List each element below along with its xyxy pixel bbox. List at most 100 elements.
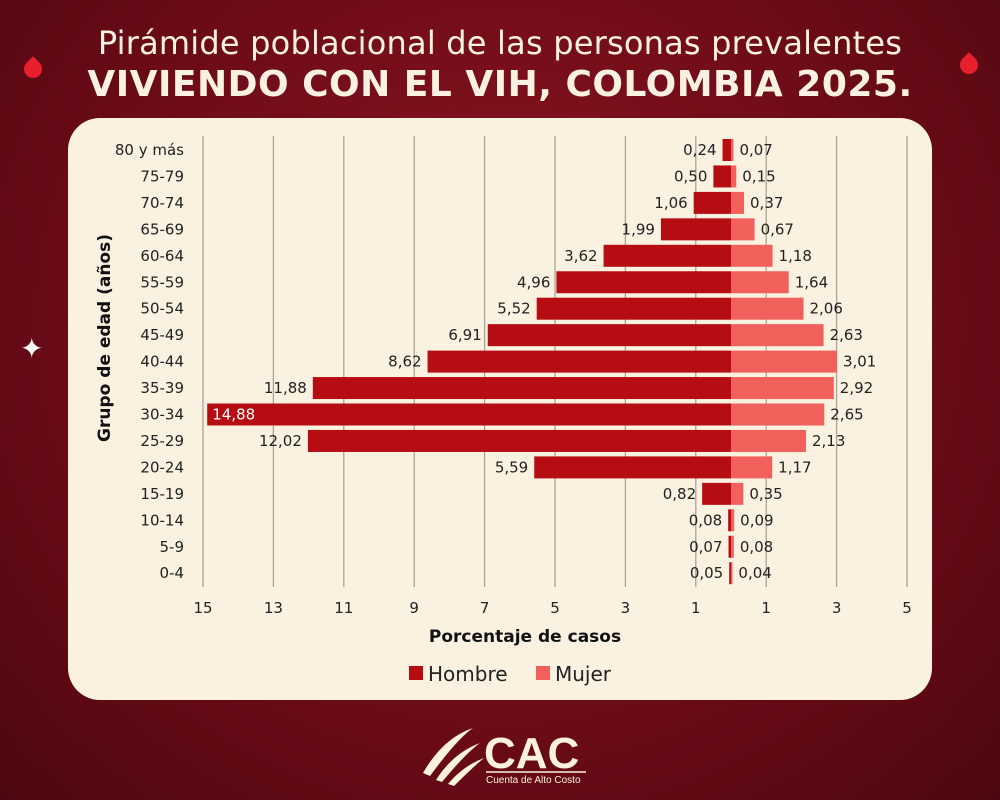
cac-logo: CAC Cuenta de Alto Costo bbox=[423, 728, 586, 786]
data-label: 5,52 bbox=[497, 300, 530, 318]
bar-hombre bbox=[722, 139, 731, 161]
x-tick-label: 5 bbox=[550, 599, 560, 617]
data-label: 0,08 bbox=[689, 511, 722, 529]
x-axis-title: Porcentaje de casos bbox=[429, 627, 621, 647]
bar-mujer bbox=[731, 562, 733, 585]
y-tick-label: 55-59 bbox=[140, 273, 184, 291]
logo-subtitle: Cuenta de Alto Costo bbox=[486, 775, 581, 786]
data-label: 0,15 bbox=[742, 167, 775, 185]
bar-mujer bbox=[731, 456, 773, 479]
y-tick-label: 40-44 bbox=[140, 353, 184, 371]
legend-label-hombre: Hombre bbox=[428, 662, 508, 686]
data-label: 0,07 bbox=[689, 538, 722, 556]
bar-mujer bbox=[731, 218, 755, 241]
legend-label-mujer: Mujer bbox=[555, 662, 612, 686]
data-label: 0,04 bbox=[738, 564, 771, 582]
data-label: 0,37 bbox=[750, 194, 783, 212]
bar-mujer bbox=[731, 350, 837, 373]
bar-mujer bbox=[731, 509, 735, 532]
bar-hombre bbox=[603, 244, 731, 267]
data-label: 2,65 bbox=[830, 406, 863, 424]
bar-hombre bbox=[536, 297, 731, 320]
data-label: 1,17 bbox=[778, 458, 811, 476]
bar-hombre bbox=[728, 509, 731, 532]
bar-hombre bbox=[728, 535, 731, 558]
data-label: 2,92 bbox=[840, 379, 873, 397]
data-label: 6,91 bbox=[448, 326, 481, 344]
y-tick-label: 30-34 bbox=[140, 406, 184, 424]
bar-hombre bbox=[427, 350, 731, 373]
bar-mujer bbox=[731, 165, 737, 188]
data-label: 1,99 bbox=[622, 220, 655, 238]
bar-mujer bbox=[731, 191, 745, 214]
data-label: 2,63 bbox=[830, 326, 863, 344]
bar-mujer bbox=[731, 535, 734, 558]
data-label: 0,05 bbox=[690, 564, 723, 582]
bar-mujer bbox=[731, 482, 744, 505]
logo-text: CAC bbox=[484, 729, 579, 778]
data-label: 1,06 bbox=[654, 194, 687, 212]
data-label: 3,62 bbox=[564, 247, 597, 265]
data-label: 2,13 bbox=[812, 432, 845, 450]
y-tick-label: 65-69 bbox=[140, 220, 184, 238]
data-label: 0,09 bbox=[740, 511, 773, 529]
x-tick-label: 5 bbox=[902, 599, 912, 617]
y-tick-label: 50-54 bbox=[140, 300, 184, 318]
bar-mujer bbox=[731, 324, 824, 347]
y-tick-label: 25-29 bbox=[140, 432, 184, 450]
bar-hombre bbox=[312, 377, 731, 400]
y-tick-label: 60-64 bbox=[140, 247, 184, 265]
data-label: 4,96 bbox=[517, 273, 550, 291]
data-label: 0,08 bbox=[740, 538, 773, 556]
data-label: 1,64 bbox=[795, 273, 828, 291]
title-line-2: VIVIENDO CON EL VIH, COLOMBIA 2025. bbox=[87, 64, 913, 105]
bar-mujer bbox=[731, 297, 804, 320]
data-label: 3,01 bbox=[843, 353, 876, 371]
y-tick-label: 75-79 bbox=[140, 167, 184, 185]
x-tick-label: 1 bbox=[691, 599, 701, 617]
x-tick-label: 11 bbox=[334, 599, 353, 617]
bar-hombre bbox=[660, 218, 731, 241]
data-label: 0,24 bbox=[683, 141, 716, 159]
bar-hombre bbox=[487, 324, 731, 347]
y-tick-label: 80 y más bbox=[115, 141, 184, 159]
y-tick-label: 10-14 bbox=[140, 511, 184, 529]
x-tick-label: 9 bbox=[409, 599, 419, 617]
sparkle-icon: ✦ bbox=[20, 332, 44, 365]
bar-mujer bbox=[731, 271, 789, 294]
bar-hombre bbox=[729, 562, 731, 585]
x-tick-label: 13 bbox=[264, 599, 283, 617]
title-line-1: Pirámide poblacional de las personas pre… bbox=[97, 24, 903, 62]
y-tick-label: 15-19 bbox=[140, 485, 184, 503]
data-label: 12,02 bbox=[259, 432, 302, 450]
y-tick-label: 20-24 bbox=[140, 458, 184, 476]
y-tick-label: 70-74 bbox=[140, 194, 184, 212]
x-tick-label: 1 bbox=[761, 599, 771, 617]
x-tick-label: 15 bbox=[193, 599, 212, 617]
y-tick-label: 0-4 bbox=[160, 564, 185, 582]
bar-mujer bbox=[731, 244, 773, 267]
data-label: 0,50 bbox=[674, 167, 707, 185]
x-tick-label: 7 bbox=[480, 599, 490, 617]
data-label: 0,67 bbox=[761, 220, 794, 238]
bar-hombre bbox=[713, 165, 731, 188]
data-label: 2,06 bbox=[810, 300, 843, 318]
y-tick-label: 35-39 bbox=[140, 379, 184, 397]
x-tick-label: 3 bbox=[832, 599, 842, 617]
x-tick-label: 3 bbox=[621, 599, 631, 617]
bar-hombre bbox=[693, 191, 731, 214]
data-label: 0,07 bbox=[739, 141, 772, 159]
legend-swatch-mujer bbox=[536, 666, 550, 680]
data-label: 0,35 bbox=[749, 485, 782, 503]
data-label: 11,88 bbox=[264, 379, 307, 397]
y-tick-label: 45-49 bbox=[140, 326, 184, 344]
bar-mujer bbox=[731, 403, 825, 426]
bar-hombre bbox=[534, 456, 731, 479]
data-label: 1,18 bbox=[779, 247, 812, 265]
data-label: 5,59 bbox=[495, 458, 528, 476]
bar-mujer bbox=[731, 429, 806, 452]
bar-hombre bbox=[207, 403, 731, 426]
bar-hombre bbox=[702, 482, 731, 505]
bar-hombre bbox=[307, 429, 731, 452]
